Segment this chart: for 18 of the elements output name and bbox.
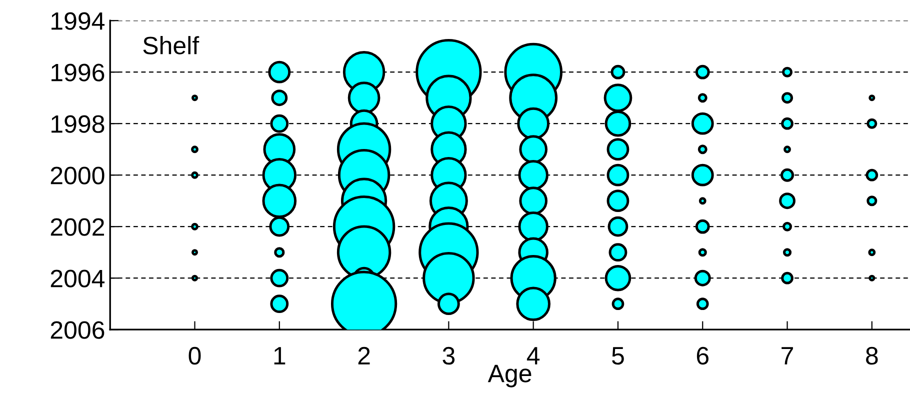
x-tick-label: 3: [442, 346, 455, 365]
x-axis-title: Age: [488, 364, 532, 388]
x-tick-label: 1: [274, 347, 286, 364]
y-tick-label: 2004: [50, 270, 105, 288]
y-tick-label: 1994: [52, 12, 105, 30]
y-tick-label: 2002: [50, 218, 104, 236]
x-tick-label: 8: [866, 346, 878, 365]
y-tick-label: 2000: [50, 166, 104, 184]
y-tick-label: 2006: [50, 321, 104, 339]
x-tick-label: 0: [188, 346, 201, 365]
y-tick-label: 1996: [52, 64, 104, 82]
x-tick-label: 4: [526, 347, 540, 364]
annotation: Shelf: [143, 36, 200, 54]
x-tick-label: 5: [612, 347, 624, 365]
y-tick-label: 1998: [52, 115, 104, 133]
x-tick-label: 6: [696, 346, 708, 365]
x-tick-label: 2: [358, 346, 370, 364]
x-tick-label: 7: [782, 347, 793, 364]
